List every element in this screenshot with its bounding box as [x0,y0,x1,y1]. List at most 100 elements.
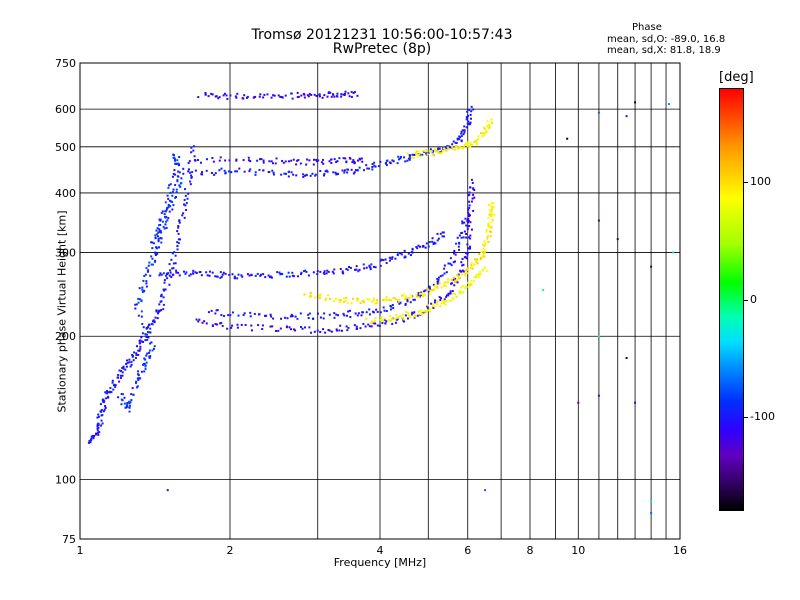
echo-point [475,139,478,142]
echo-point [126,403,129,406]
echo-point [319,330,322,333]
echo-point [672,251,675,254]
echo-point [177,242,180,245]
echo-point [332,171,335,174]
echo-point [175,191,178,194]
echo-point [423,293,426,296]
echo-point [461,264,464,267]
echo-point [308,326,311,329]
echo-point [120,370,123,373]
echo-point [467,247,470,250]
echo-point [367,167,370,170]
echo-point [469,113,472,116]
echo-point [436,286,439,289]
echo-point [413,316,416,319]
echo-point [385,262,388,265]
echo-point [469,283,472,286]
echo-point [316,270,319,273]
echo-point [223,92,226,95]
echo-point [318,296,321,299]
echo-point [634,401,637,404]
echo-point [228,159,231,162]
echo-point [341,329,344,332]
echo-point [176,159,179,162]
echo-point [281,159,284,162]
echo-point [141,332,144,335]
echo-point [346,329,349,332]
echo-point [110,391,113,394]
echo-point [379,318,382,321]
y-tick-label: 750 [55,57,76,70]
echo-point [169,205,172,208]
echo-point [458,290,461,293]
echo-point [121,399,124,402]
echo-point [163,289,166,292]
echo-point [96,429,99,432]
echo-point [407,296,410,299]
echo-point [184,272,187,275]
echo-point [458,234,461,237]
echo-point [286,317,289,320]
echo-point [469,214,472,217]
echo-point [150,255,153,258]
echo-point [174,162,177,165]
echo-point [460,146,463,149]
echo-point [237,314,240,317]
echo-point [408,158,411,161]
echo-point [205,271,208,274]
echo-point [394,321,397,324]
echo-point [218,169,221,172]
echo-point [129,401,132,404]
echo-point [316,329,319,332]
echo-point [372,297,375,300]
echo-point [349,315,352,318]
echo-point [398,158,401,161]
echo-point [338,157,341,160]
echo-point [330,330,333,333]
echo-point [132,393,135,396]
echo-point [330,158,333,161]
echo-point [145,333,148,336]
echo-point [451,145,454,148]
echo-point [122,365,125,368]
echo-point [385,159,388,162]
echo-point [111,381,114,384]
echo-point [462,129,465,132]
echo-point [379,160,382,163]
echo-point [343,171,346,174]
echo-point [477,138,480,141]
echo-point [415,295,418,298]
echo-point [355,268,358,271]
echo-point [285,172,288,175]
echo-point [456,137,459,140]
echo-point [460,286,463,289]
echo-point [411,248,414,251]
echo-point [469,121,472,124]
echo-point [177,232,180,235]
echo-point [242,314,245,317]
echo-point [296,96,299,99]
echo-point [461,269,464,272]
echo-point [174,196,177,199]
echo-point [408,315,411,318]
echo-point [473,140,476,143]
echo-point [464,251,467,254]
echo-point [151,257,154,260]
echo-point [262,273,265,276]
echo-point [353,171,356,174]
x-tick-label: 2 [227,544,234,557]
echo-point [224,159,227,162]
echo-point [236,92,239,95]
echo-point [135,353,138,356]
echo-point [318,95,321,98]
echo-point [176,244,179,247]
echo-point [89,441,92,444]
echo-point [426,307,429,310]
echo-point [418,153,421,156]
echo-point [327,294,330,297]
echo-point [125,362,128,365]
echo-point [374,317,377,320]
echo-point [328,160,331,163]
echo-point [163,279,166,282]
echo-point [299,162,302,165]
